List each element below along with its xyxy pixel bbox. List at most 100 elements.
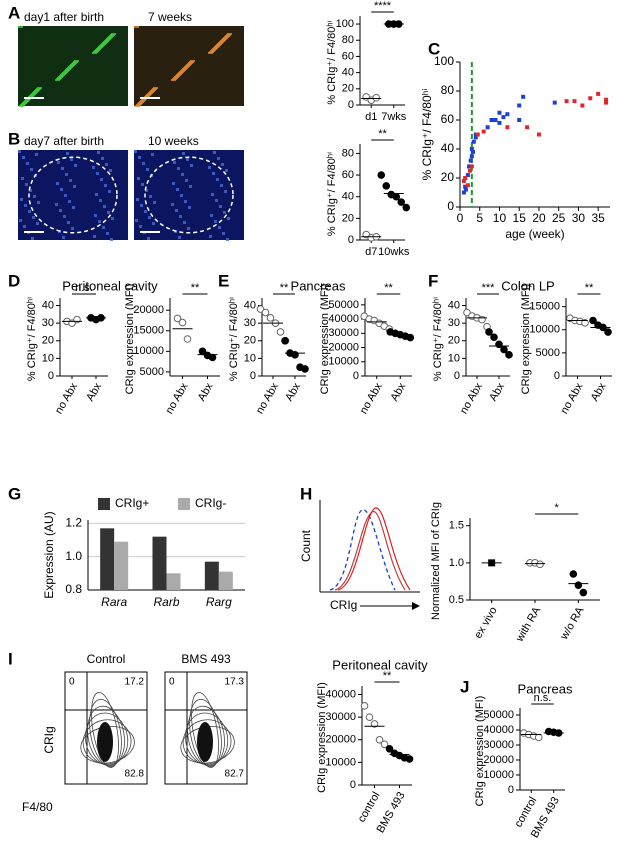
significance-label: ** <box>585 282 594 294</box>
x-tick-label: no Abx <box>254 381 281 417</box>
micrograph-speck <box>37 201 40 204</box>
image-caption: 7 weeks <box>148 10 192 24</box>
data-point <box>467 168 472 173</box>
data-point <box>521 94 526 99</box>
x-tick-label: d7 <box>365 246 377 258</box>
micrograph-speck <box>102 226 105 229</box>
y-tick-label: 1.0 <box>65 549 82 563</box>
y-tick-label: 10 <box>42 352 54 364</box>
micrograph-speck <box>185 179 188 182</box>
x-tick-label: Abx <box>589 381 609 404</box>
micrograph-speck <box>105 163 108 166</box>
x-tick-label: no Abx <box>53 381 80 417</box>
micrograph-speck <box>59 209 62 212</box>
data-point <box>481 129 486 134</box>
y-tick-label: 30 <box>448 317 460 329</box>
data-point <box>465 173 470 178</box>
micrograph-speck <box>24 204 27 207</box>
y-tick-label: 0 <box>454 370 460 382</box>
micrograph-speck <box>74 60 79 62</box>
x-tick-label: Rarg <box>206 595 232 609</box>
y-tick-label: 40 <box>244 299 256 311</box>
image-caption: day1 after birth <box>24 10 104 24</box>
data-point <box>463 308 471 317</box>
micrograph-speck <box>222 232 225 235</box>
y-tick-label: 40 <box>448 299 460 311</box>
y-tick-label: 80 <box>342 147 354 159</box>
micrograph-speck <box>183 221 186 224</box>
y-axis-label: Expression (AU) <box>42 511 56 598</box>
panel-letter: A <box>8 3 20 22</box>
data-point <box>402 203 411 212</box>
x-tick-label: Abx <box>196 381 216 404</box>
micrograph-speck <box>142 162 145 165</box>
micrograph-speck <box>57 161 60 164</box>
micrograph-speck <box>184 200 187 203</box>
micrograph-speck <box>21 177 24 180</box>
micrograph-speck <box>217 157 220 160</box>
data-point <box>397 198 406 206</box>
contour-core <box>97 722 113 762</box>
data-point <box>574 581 583 589</box>
micrograph-speck <box>136 198 139 201</box>
micrograph-speck <box>153 201 156 204</box>
data-point <box>581 319 589 327</box>
data-point <box>596 91 601 96</box>
y-tick-label: 40000 <box>328 313 359 325</box>
y-tick-label: 30 <box>244 317 256 329</box>
quadrant-value: 0 <box>169 677 175 688</box>
data-point <box>465 183 470 188</box>
bar <box>114 541 129 590</box>
micrograph-speck <box>55 203 58 206</box>
x-tick-label: 35 <box>591 211 605 225</box>
micrograph-speck <box>63 215 66 218</box>
significance-label: n.s. <box>75 282 93 294</box>
data-point <box>385 745 394 753</box>
micrograph-speck <box>32 216 35 219</box>
micrograph-speck <box>227 33 232 35</box>
data-point <box>469 147 474 151</box>
islet-outline <box>144 156 234 234</box>
y-axis-label: % CRIg⁺/ F4/80ʰⁱ <box>432 297 444 381</box>
panel-title: Colon LP <box>501 278 554 293</box>
micrograph-speck <box>108 190 111 193</box>
x-tick-label: control <box>356 790 383 825</box>
y-tick-label: 10 <box>448 352 460 364</box>
panel-letter: B <box>8 129 20 148</box>
micrograph-speck <box>179 215 182 218</box>
bar <box>166 573 181 590</box>
contour <box>182 719 232 765</box>
micrograph-speck <box>61 167 64 170</box>
y-tick-label: 1.2 <box>65 516 82 530</box>
data-point <box>517 118 522 122</box>
image-caption: day7 after birth <box>24 134 104 148</box>
y-tick-label: 100 <box>434 54 454 68</box>
data-point <box>405 755 414 763</box>
y-tick-label: 0 <box>348 99 354 111</box>
micrograph-speck <box>31 237 34 240</box>
y-tick-label: 100 <box>336 18 354 30</box>
data-point <box>497 120 502 125</box>
y-tick-label: 0 <box>554 370 560 382</box>
y-tick-label: 30000 <box>328 327 359 339</box>
micrograph-speck <box>33 195 36 198</box>
micrograph-speck <box>149 195 152 198</box>
contour-core <box>197 722 213 762</box>
contour <box>87 705 125 767</box>
micrograph-speck <box>110 238 113 241</box>
data-point <box>469 154 474 159</box>
data-point <box>525 125 530 130</box>
flow-title: Control <box>87 652 126 666</box>
y-tick-label: 0 <box>348 234 354 246</box>
micrograph-speck <box>66 152 69 155</box>
data-point <box>475 132 480 137</box>
y-tick-label: 20 <box>441 170 455 184</box>
y-tick-label: 10000 <box>325 756 356 768</box>
x-tick-label: 15 <box>513 211 527 225</box>
y-tick-label: 5000 <box>140 366 164 378</box>
contour <box>184 712 229 766</box>
data-point <box>564 99 569 104</box>
significance-label: ** <box>383 670 392 682</box>
data-point <box>536 132 541 137</box>
data-point <box>572 99 577 104</box>
